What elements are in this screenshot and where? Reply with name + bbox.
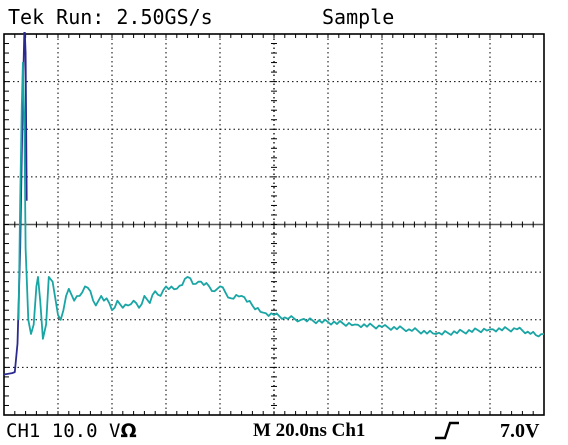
acquisition-mode: Sample: [322, 4, 394, 30]
scale-value: 10.0: [52, 420, 98, 442]
trigger-level-readout: 7.0V: [500, 418, 539, 444]
ch1-trace: [19, 63, 544, 339]
waveform-display: [0, 32, 568, 417]
channel-label: CH1: [6, 420, 40, 442]
rising-edge-icon: [433, 420, 461, 440]
channel-scale-readout: CH1 10.0 VΩ: [6, 418, 137, 444]
acquisition-status: Tek Run: 2.50GS/s: [8, 4, 213, 30]
impedance-symbol: Ω: [120, 420, 136, 442]
timebase-readout: M 20.0ns Ch1: [253, 418, 365, 444]
graticule: [4, 34, 544, 415]
scale-unit: V: [109, 420, 120, 442]
